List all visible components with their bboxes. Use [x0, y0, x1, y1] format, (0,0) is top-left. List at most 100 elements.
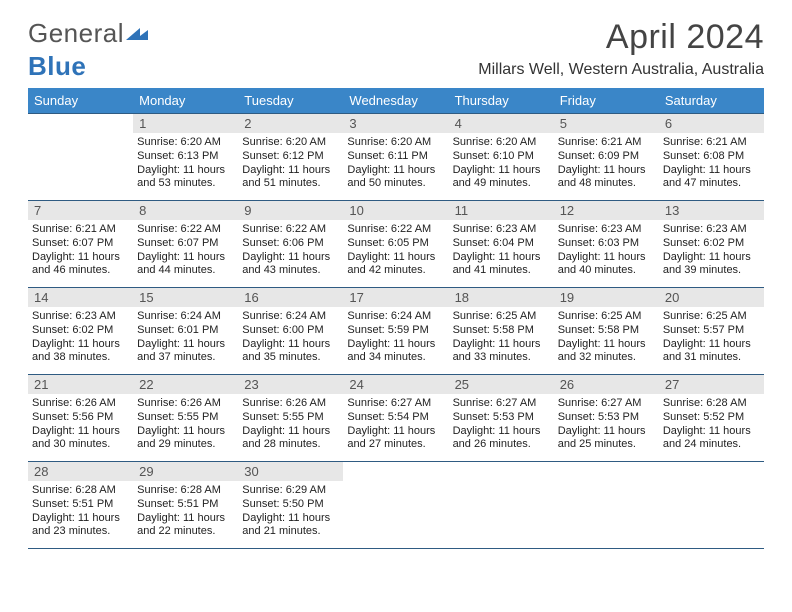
day-cell: 13Sunrise: 6:23 AMSunset: 6:02 PMDayligh… — [659, 201, 764, 287]
day-number: 8 — [133, 201, 238, 220]
logo-word-1: General — [28, 18, 124, 48]
daylight-text: Daylight: 11 hours and 37 minutes. — [137, 338, 234, 366]
day-cell: 30Sunrise: 6:29 AMSunset: 5:50 PMDayligh… — [238, 462, 343, 548]
sunrise-text: Sunrise: 6:23 AM — [558, 223, 655, 237]
week-row: 21Sunrise: 6:26 AMSunset: 5:56 PMDayligh… — [28, 374, 764, 461]
day-of-week-header: Tuesday — [238, 88, 343, 113]
day-cell: 11Sunrise: 6:23 AMSunset: 6:04 PMDayligh… — [449, 201, 554, 287]
daylight-text: Daylight: 11 hours and 30 minutes. — [32, 425, 129, 453]
daylight-text: Daylight: 11 hours and 49 minutes. — [453, 164, 550, 192]
day-number: 26 — [554, 375, 659, 394]
daylight-text: Daylight: 11 hours and 35 minutes. — [242, 338, 339, 366]
sunrise-text: Sunrise: 6:20 AM — [347, 136, 444, 150]
day-cell: 5Sunrise: 6:21 AMSunset: 6:09 PMDaylight… — [554, 114, 659, 200]
sunset-text: Sunset: 5:53 PM — [453, 411, 550, 425]
sunset-text: Sunset: 6:01 PM — [137, 324, 234, 338]
sunrise-text: Sunrise: 6:29 AM — [242, 484, 339, 498]
daylight-text: Daylight: 11 hours and 24 minutes. — [663, 425, 760, 453]
day-cell: 8Sunrise: 6:22 AMSunset: 6:07 PMDaylight… — [133, 201, 238, 287]
sunrise-text: Sunrise: 6:20 AM — [453, 136, 550, 150]
day-number: 30 — [238, 462, 343, 481]
sunset-text: Sunset: 5:58 PM — [558, 324, 655, 338]
month-title: April 2024 — [478, 18, 764, 57]
sunset-text: Sunset: 5:59 PM — [347, 324, 444, 338]
sunset-text: Sunset: 5:58 PM — [453, 324, 550, 338]
logo-swoosh-icon — [126, 20, 148, 51]
sunrise-text: Sunrise: 6:27 AM — [347, 397, 444, 411]
sunrise-text: Sunrise: 6:25 AM — [453, 310, 550, 324]
day-cell: 24Sunrise: 6:27 AMSunset: 5:54 PMDayligh… — [343, 375, 448, 461]
day-cell: 1Sunrise: 6:20 AMSunset: 6:13 PMDaylight… — [133, 114, 238, 200]
sunrise-text: Sunrise: 6:23 AM — [32, 310, 129, 324]
day-number: 3 — [343, 114, 448, 133]
day-cell: 2Sunrise: 6:20 AMSunset: 6:12 PMDaylight… — [238, 114, 343, 200]
sunrise-text: Sunrise: 6:28 AM — [32, 484, 129, 498]
daylight-text: Daylight: 11 hours and 47 minutes. — [663, 164, 760, 192]
day-cell: 6Sunrise: 6:21 AMSunset: 6:08 PMDaylight… — [659, 114, 764, 200]
day-cell: 25Sunrise: 6:27 AMSunset: 5:53 PMDayligh… — [449, 375, 554, 461]
daylight-text: Daylight: 11 hours and 43 minutes. — [242, 251, 339, 279]
day-number: 9 — [238, 201, 343, 220]
logo: General Blue — [28, 18, 148, 82]
sunset-text: Sunset: 6:11 PM — [347, 150, 444, 164]
daylight-text: Daylight: 11 hours and 27 minutes. — [347, 425, 444, 453]
week-row: 1Sunrise: 6:20 AMSunset: 6:13 PMDaylight… — [28, 113, 764, 200]
day-number: 18 — [449, 288, 554, 307]
day-number: 16 — [238, 288, 343, 307]
day-cell — [343, 462, 448, 548]
sunrise-text: Sunrise: 6:22 AM — [242, 223, 339, 237]
week-row: 14Sunrise: 6:23 AMSunset: 6:02 PMDayligh… — [28, 287, 764, 374]
logo-text: General Blue — [28, 18, 148, 82]
day-number: 10 — [343, 201, 448, 220]
day-number: 12 — [554, 201, 659, 220]
day-number: 13 — [659, 201, 764, 220]
daylight-text: Daylight: 11 hours and 50 minutes. — [347, 164, 444, 192]
sunset-text: Sunset: 5:55 PM — [242, 411, 339, 425]
sunset-text: Sunset: 6:04 PM — [453, 237, 550, 251]
sunrise-text: Sunrise: 6:26 AM — [32, 397, 129, 411]
sunrise-text: Sunrise: 6:21 AM — [663, 136, 760, 150]
sunset-text: Sunset: 5:51 PM — [32, 498, 129, 512]
day-cell: 12Sunrise: 6:23 AMSunset: 6:03 PMDayligh… — [554, 201, 659, 287]
daylight-text: Daylight: 11 hours and 33 minutes. — [453, 338, 550, 366]
day-number: 7 — [28, 201, 133, 220]
sunrise-text: Sunrise: 6:22 AM — [137, 223, 234, 237]
sunrise-text: Sunrise: 6:25 AM — [558, 310, 655, 324]
day-cell: 28Sunrise: 6:28 AMSunset: 5:51 PMDayligh… — [28, 462, 133, 548]
day-cell: 16Sunrise: 6:24 AMSunset: 6:00 PMDayligh… — [238, 288, 343, 374]
sunset-text: Sunset: 6:05 PM — [347, 237, 444, 251]
day-cell: 23 Sunrise: 6:26 AMSunset: 5:55 PMDayligh… — [238, 375, 343, 461]
title-block: April 2024 Millars Well, Western Austral… — [478, 18, 764, 79]
daylight-text: Daylight: 11 hours and 23 minutes. — [32, 512, 129, 540]
day-number: 4 — [449, 114, 554, 133]
week-row: 7Sunrise: 6:21 AMSunset: 6:07 PMDaylight… — [28, 200, 764, 287]
day-cell: 4 Sunrise: 6:20 AMSunset: 6:10 PMDaylight… — [449, 114, 554, 200]
sunrise-text: Sunrise: 6:24 AM — [137, 310, 234, 324]
day-cell: 3 Sunrise: 6:20 AMSunset: 6:11 PMDaylight… — [343, 114, 448, 200]
day-of-week-header: Wednesday — [343, 88, 448, 113]
day-number: 20 — [659, 288, 764, 307]
daylight-text: Daylight: 11 hours and 28 minutes. — [242, 425, 339, 453]
daylight-text: Daylight: 11 hours and 29 minutes. — [137, 425, 234, 453]
day-cell: 29Sunrise: 6:28 AMSunset: 5:51 PMDayligh… — [133, 462, 238, 548]
day-number: 2 — [238, 114, 343, 133]
day-number: 6 — [659, 114, 764, 133]
day-number: 27 — [659, 375, 764, 394]
day-cell — [449, 462, 554, 548]
sunset-text: Sunset: 5:54 PM — [347, 411, 444, 425]
sunset-text: Sunset: 6:10 PM — [453, 150, 550, 164]
sunrise-text: Sunrise: 6:23 AM — [453, 223, 550, 237]
day-cell — [659, 462, 764, 548]
day-number: 11 — [449, 201, 554, 220]
sunrise-text: Sunrise: 6:26 AM — [242, 397, 339, 411]
day-cell — [28, 114, 133, 200]
calendar: SundayMondayTuesdayWednesdayThursdayFrid… — [28, 88, 764, 549]
daylight-text: Daylight: 11 hours and 44 minutes. — [137, 251, 234, 279]
sunset-text: Sunset: 6:03 PM — [558, 237, 655, 251]
day-number: 23 — [238, 375, 343, 394]
day-number: 29 — [133, 462, 238, 481]
sunset-text: Sunset: 5:50 PM — [242, 498, 339, 512]
daylight-text: Daylight: 11 hours and 38 minutes. — [32, 338, 129, 366]
day-number: 25 — [449, 375, 554, 394]
daylight-text: Daylight: 11 hours and 39 minutes. — [663, 251, 760, 279]
